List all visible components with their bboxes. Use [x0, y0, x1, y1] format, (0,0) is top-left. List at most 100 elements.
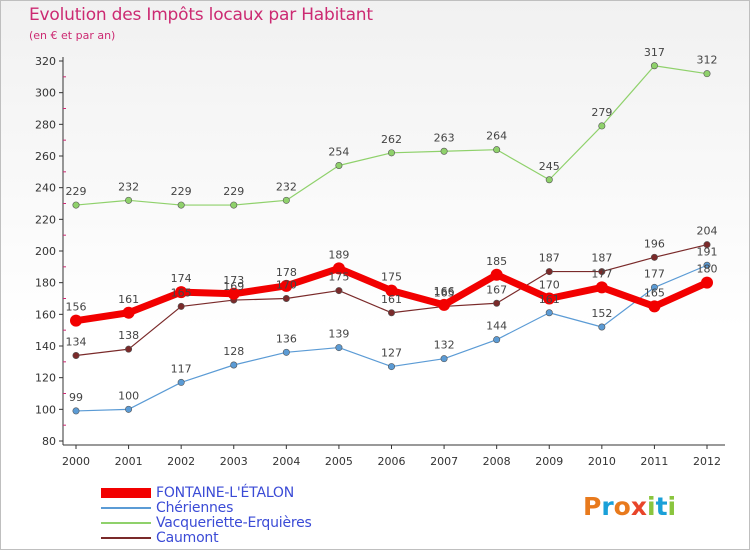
data-point [545, 309, 553, 317]
x-tick-label: 2000 [62, 455, 90, 468]
data-point [177, 378, 185, 386]
x-tick-label: 2003 [220, 455, 248, 468]
data-label: 100 [118, 389, 139, 402]
data-label: 127 [381, 347, 402, 360]
data-point [490, 268, 503, 281]
data-label: 170 [539, 279, 560, 292]
data-label: 161 [539, 293, 560, 306]
proxiti-logo: Proxiti [583, 492, 676, 521]
logo-letter: o [613, 492, 631, 521]
data-label: 165 [171, 286, 192, 299]
data-label: 229 [223, 185, 244, 198]
data-label: 317 [644, 46, 665, 59]
data-label: 232 [118, 180, 139, 193]
data-label: 180 [697, 263, 718, 276]
data-label: 175 [381, 271, 402, 284]
data-point [72, 351, 80, 359]
data-point [227, 287, 240, 300]
data-label: 128 [223, 345, 244, 358]
data-point [387, 149, 395, 157]
y-tick-label: 140 [35, 340, 56, 353]
data-point [280, 279, 293, 292]
data-label: 232 [276, 180, 297, 193]
data-point [177, 302, 185, 310]
data-label: 191 [697, 245, 718, 258]
data-label: 175 [328, 271, 349, 284]
data-label: 166 [434, 285, 455, 298]
data-point [701, 276, 713, 289]
data-label: 264 [486, 130, 507, 143]
x-tick-label: 2011 [640, 455, 668, 468]
data-label: 187 [591, 252, 612, 265]
data-point [545, 268, 553, 276]
data-point [332, 262, 345, 275]
data-point [598, 122, 606, 130]
data-point [598, 268, 606, 276]
data-label: 156 [66, 301, 87, 314]
data-point [493, 146, 501, 154]
data-label: 177 [644, 267, 665, 280]
legend-swatch [101, 522, 151, 524]
data-label: 117 [171, 362, 192, 375]
x-tick-label: 2008 [483, 455, 511, 468]
data-label: 187 [539, 252, 560, 265]
data-label: 161 [118, 293, 139, 306]
data-label: 279 [591, 106, 612, 119]
y-tick-label: 120 [35, 372, 56, 385]
data-point [282, 294, 290, 302]
logo-letter: P [583, 492, 602, 521]
data-label: 167 [486, 283, 507, 296]
y-tick-label: 300 [35, 87, 56, 100]
data-label: 144 [486, 320, 507, 333]
data-label: 312 [697, 54, 718, 67]
data-point [387, 363, 395, 371]
data-label: 132 [434, 339, 455, 352]
data-point [72, 201, 80, 209]
data-label: 245 [539, 160, 560, 173]
legend-swatch [101, 507, 151, 509]
data-label: 263 [434, 131, 455, 144]
data-label: 138 [118, 329, 139, 342]
data-point [387, 309, 395, 317]
data-label: 174 [171, 272, 192, 285]
legend-label: FONTAINE-L'ÉTALON [156, 485, 295, 501]
logo-letter: x [630, 492, 647, 521]
logo-letter: i [667, 492, 677, 521]
data-label: 99 [69, 391, 83, 404]
data-point [650, 253, 658, 261]
data-point [703, 70, 711, 78]
x-tick-label: 2002 [167, 455, 195, 468]
data-point [703, 261, 711, 269]
data-point [543, 292, 556, 305]
data-label: 189 [328, 248, 349, 261]
y-tick-label: 240 [35, 182, 56, 195]
y-tick-label: 200 [35, 245, 56, 258]
data-point [72, 407, 80, 415]
data-label: 196 [644, 237, 665, 250]
data-label: 173 [223, 274, 244, 287]
data-label: 139 [328, 328, 349, 341]
data-point [70, 314, 82, 327]
data-label: 254 [328, 146, 349, 159]
data-label: 204 [697, 225, 718, 238]
data-label: 262 [381, 133, 402, 146]
y-tick-label: 100 [35, 403, 56, 416]
data-point [177, 201, 185, 209]
data-point [650, 62, 658, 70]
y-tick-label: 280 [35, 118, 56, 131]
y-tick-label: 160 [35, 308, 56, 321]
data-point [650, 283, 658, 291]
y-tick-label: 180 [35, 277, 56, 290]
chart-subtitle: (en € et par an) [29, 29, 116, 42]
data-label: 134 [66, 336, 87, 349]
data-label: 185 [486, 255, 507, 268]
legend-label: Caumont [156, 530, 219, 546]
logo-letter: r [601, 492, 614, 521]
data-point [282, 348, 290, 356]
data-point [125, 345, 133, 353]
x-tick-label: 2001 [115, 455, 143, 468]
data-point [385, 284, 398, 297]
data-label: 136 [276, 332, 297, 345]
